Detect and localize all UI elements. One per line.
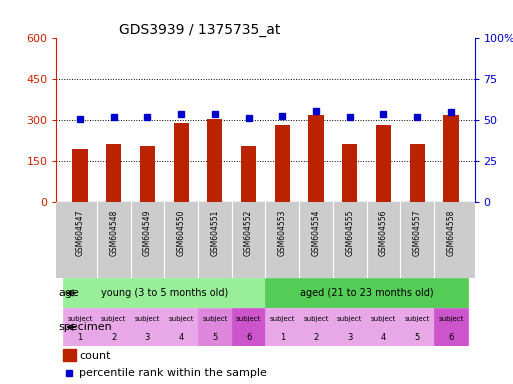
Text: subject: subject <box>101 316 126 322</box>
Bar <box>299 308 333 346</box>
Bar <box>72 149 88 202</box>
Text: 5: 5 <box>212 333 218 342</box>
Bar <box>376 124 391 202</box>
Bar <box>164 308 198 346</box>
Text: 4: 4 <box>381 333 386 342</box>
Text: 3: 3 <box>347 333 352 342</box>
Text: GSM604548: GSM604548 <box>109 210 119 257</box>
Text: subject: subject <box>337 316 363 322</box>
Text: GSM604553: GSM604553 <box>278 210 287 257</box>
Text: 5: 5 <box>415 333 420 342</box>
Text: GSM604549: GSM604549 <box>143 210 152 257</box>
Text: GSM604555: GSM604555 <box>345 210 354 257</box>
Text: 2: 2 <box>111 333 116 342</box>
Text: subject: subject <box>405 316 430 322</box>
Bar <box>275 124 290 202</box>
Text: subject: subject <box>438 316 464 322</box>
Text: GSM604556: GSM604556 <box>379 210 388 257</box>
Text: young (3 to 5 months old): young (3 to 5 months old) <box>101 288 228 298</box>
Text: subject: subject <box>303 316 329 322</box>
Text: GDS3939 / 1375735_at: GDS3939 / 1375735_at <box>119 23 281 37</box>
Bar <box>266 308 299 346</box>
Text: GSM604550: GSM604550 <box>176 210 186 257</box>
Text: count: count <box>79 351 111 361</box>
Bar <box>232 308 266 346</box>
Text: age: age <box>58 288 79 298</box>
Text: subject: subject <box>168 316 194 322</box>
Text: 2: 2 <box>313 333 319 342</box>
Bar <box>367 308 400 346</box>
Bar <box>342 144 358 202</box>
Text: 1: 1 <box>280 333 285 342</box>
Text: GSM604547: GSM604547 <box>75 210 85 257</box>
Bar <box>63 308 97 346</box>
Bar <box>56 278 80 308</box>
Bar <box>140 146 155 202</box>
Bar <box>400 308 434 346</box>
Text: subject: subject <box>67 316 93 322</box>
Text: subject: subject <box>270 316 295 322</box>
Text: 6: 6 <box>448 333 453 342</box>
Bar <box>241 146 256 202</box>
Text: subject: subject <box>202 316 228 322</box>
Text: 4: 4 <box>179 333 184 342</box>
Text: subject: subject <box>135 316 160 322</box>
Bar <box>56 308 80 346</box>
Text: GSM604551: GSM604551 <box>210 210 220 257</box>
Bar <box>434 308 468 346</box>
Bar <box>173 123 189 202</box>
Text: percentile rank within the sample: percentile rank within the sample <box>79 368 267 378</box>
Bar <box>333 308 367 346</box>
Text: GSM604554: GSM604554 <box>311 210 321 257</box>
Text: subject: subject <box>371 316 396 322</box>
Bar <box>308 115 324 202</box>
Text: aged (21 to 23 months old): aged (21 to 23 months old) <box>300 288 433 298</box>
Text: 6: 6 <box>246 333 251 342</box>
Text: subject: subject <box>236 316 261 322</box>
Bar <box>63 278 266 308</box>
Text: GSM604552: GSM604552 <box>244 210 253 257</box>
Text: specimen: specimen <box>58 322 112 332</box>
Bar <box>409 144 425 202</box>
Text: 1: 1 <box>77 333 83 342</box>
Bar <box>207 119 223 202</box>
Text: 3: 3 <box>145 333 150 342</box>
Text: GSM604557: GSM604557 <box>412 210 422 257</box>
Bar <box>443 115 459 202</box>
Bar <box>198 308 232 346</box>
Text: GSM604558: GSM604558 <box>446 210 456 257</box>
Bar <box>266 278 468 308</box>
Bar <box>131 308 164 346</box>
Bar <box>97 308 131 346</box>
Bar <box>106 144 122 202</box>
Bar <box>64 349 75 361</box>
